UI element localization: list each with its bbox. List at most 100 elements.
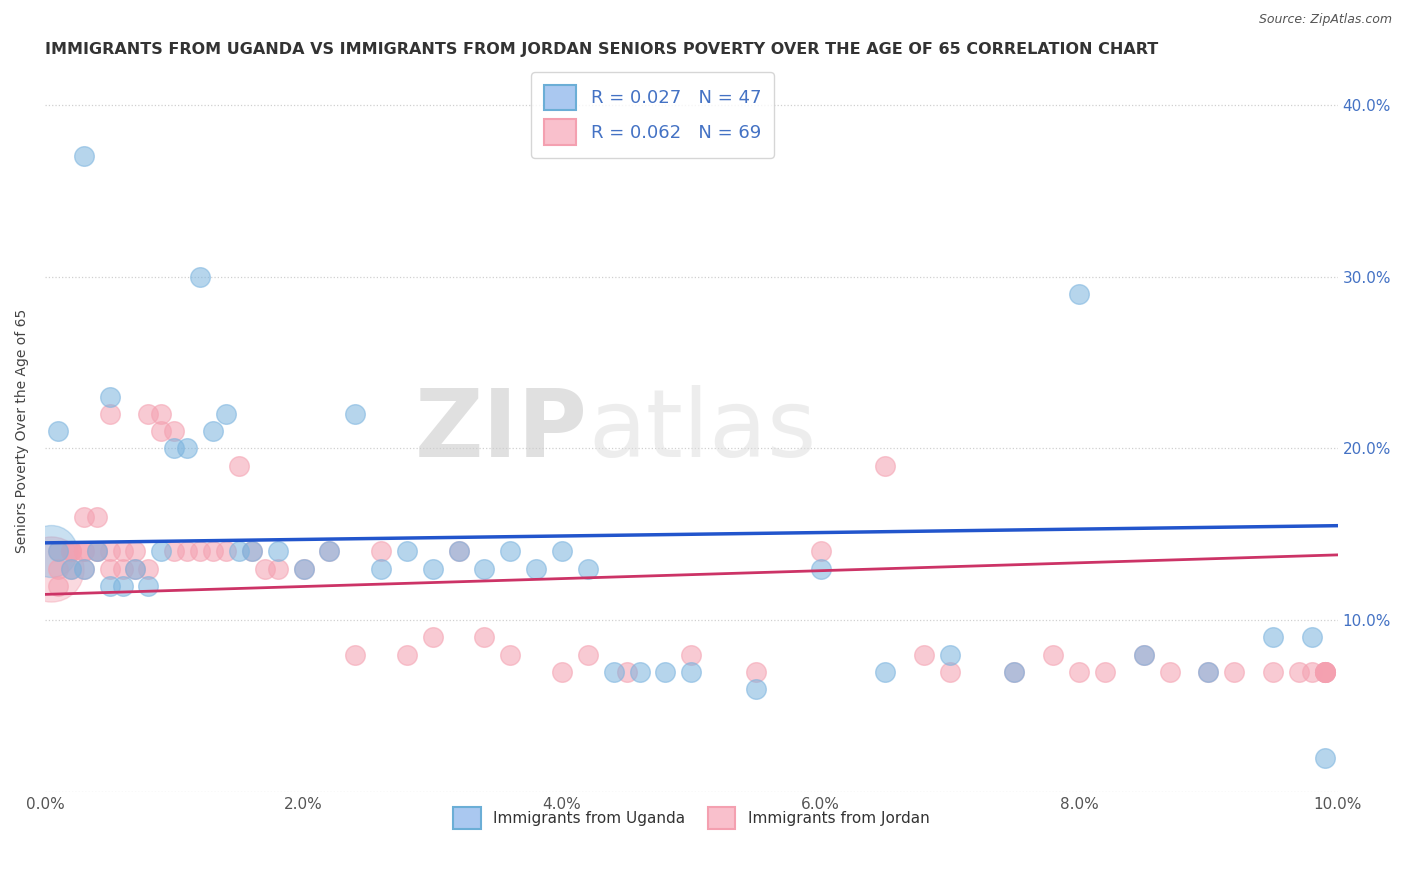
Point bbox=[73, 510, 96, 524]
Point bbox=[111, 579, 134, 593]
Point bbox=[215, 407, 238, 421]
Point bbox=[41, 561, 63, 575]
Point bbox=[912, 648, 935, 662]
Point bbox=[228, 458, 250, 473]
Point bbox=[98, 544, 121, 558]
Point bbox=[1313, 665, 1336, 679]
Point bbox=[59, 561, 82, 575]
Point bbox=[628, 665, 651, 679]
Point bbox=[138, 561, 160, 575]
Point bbox=[98, 561, 121, 575]
Point bbox=[59, 544, 82, 558]
Point bbox=[551, 665, 574, 679]
Point bbox=[551, 544, 574, 558]
Legend: Immigrants from Uganda, Immigrants from Jordan: Immigrants from Uganda, Immigrants from … bbox=[447, 801, 935, 835]
Point bbox=[163, 424, 186, 438]
Point bbox=[138, 579, 160, 593]
Point bbox=[59, 561, 82, 575]
Text: ZIP: ZIP bbox=[415, 385, 588, 477]
Point bbox=[474, 561, 496, 575]
Point bbox=[1197, 665, 1219, 679]
Point bbox=[344, 407, 367, 421]
Point bbox=[1223, 665, 1246, 679]
Point bbox=[1069, 286, 1091, 301]
Point bbox=[46, 544, 69, 558]
Point bbox=[86, 544, 108, 558]
Point bbox=[59, 544, 82, 558]
Text: atlas: atlas bbox=[588, 385, 815, 477]
Point bbox=[875, 665, 897, 679]
Point bbox=[447, 544, 470, 558]
Point bbox=[86, 544, 108, 558]
Point bbox=[73, 544, 96, 558]
Point bbox=[73, 149, 96, 163]
Point bbox=[370, 561, 392, 575]
Point bbox=[681, 665, 703, 679]
Point bbox=[1313, 665, 1336, 679]
Text: IMMIGRANTS FROM UGANDA VS IMMIGRANTS FROM JORDAN SENIORS POVERTY OVER THE AGE OF: IMMIGRANTS FROM UGANDA VS IMMIGRANTS FRO… bbox=[45, 42, 1159, 57]
Point bbox=[616, 665, 638, 679]
Point bbox=[98, 579, 121, 593]
Text: Source: ZipAtlas.com: Source: ZipAtlas.com bbox=[1258, 13, 1392, 27]
Point bbox=[176, 544, 198, 558]
Point bbox=[875, 458, 897, 473]
Point bbox=[46, 544, 69, 558]
Point bbox=[318, 544, 340, 558]
Point bbox=[240, 544, 263, 558]
Point bbox=[73, 561, 96, 575]
Point bbox=[98, 407, 121, 421]
Point bbox=[499, 544, 522, 558]
Point bbox=[124, 561, 146, 575]
Point bbox=[98, 390, 121, 404]
Point bbox=[163, 544, 186, 558]
Point bbox=[73, 544, 96, 558]
Point bbox=[266, 544, 288, 558]
Point bbox=[745, 665, 768, 679]
Point bbox=[318, 544, 340, 558]
Point bbox=[188, 269, 211, 284]
Point bbox=[654, 665, 676, 679]
Point bbox=[344, 648, 367, 662]
Point bbox=[150, 424, 173, 438]
Point bbox=[576, 648, 599, 662]
Point bbox=[1132, 648, 1154, 662]
Point bbox=[240, 544, 263, 558]
Point bbox=[1159, 665, 1181, 679]
Point bbox=[810, 561, 832, 575]
Point bbox=[395, 648, 418, 662]
Point bbox=[1313, 665, 1336, 679]
Point bbox=[163, 442, 186, 456]
Point bbox=[228, 544, 250, 558]
Point bbox=[138, 407, 160, 421]
Point bbox=[1069, 665, 1091, 679]
Point bbox=[41, 544, 63, 558]
Point bbox=[124, 544, 146, 558]
Point bbox=[576, 561, 599, 575]
Point bbox=[215, 544, 238, 558]
Point bbox=[86, 544, 108, 558]
Point bbox=[292, 561, 315, 575]
Point bbox=[1313, 750, 1336, 764]
Point bbox=[73, 561, 96, 575]
Point bbox=[1197, 665, 1219, 679]
Point bbox=[111, 544, 134, 558]
Point bbox=[292, 561, 315, 575]
Point bbox=[124, 561, 146, 575]
Point bbox=[176, 442, 198, 456]
Point bbox=[1261, 631, 1284, 645]
Point bbox=[1313, 665, 1336, 679]
Point bbox=[447, 544, 470, 558]
Point bbox=[1301, 665, 1323, 679]
Point bbox=[1288, 665, 1310, 679]
Point bbox=[524, 561, 547, 575]
Point bbox=[150, 544, 173, 558]
Point bbox=[1004, 665, 1026, 679]
Y-axis label: Seniors Poverty Over the Age of 65: Seniors Poverty Over the Age of 65 bbox=[15, 309, 30, 553]
Point bbox=[1094, 665, 1116, 679]
Point bbox=[1004, 665, 1026, 679]
Point bbox=[1301, 631, 1323, 645]
Point bbox=[150, 407, 173, 421]
Point bbox=[499, 648, 522, 662]
Point bbox=[1132, 648, 1154, 662]
Point bbox=[422, 631, 444, 645]
